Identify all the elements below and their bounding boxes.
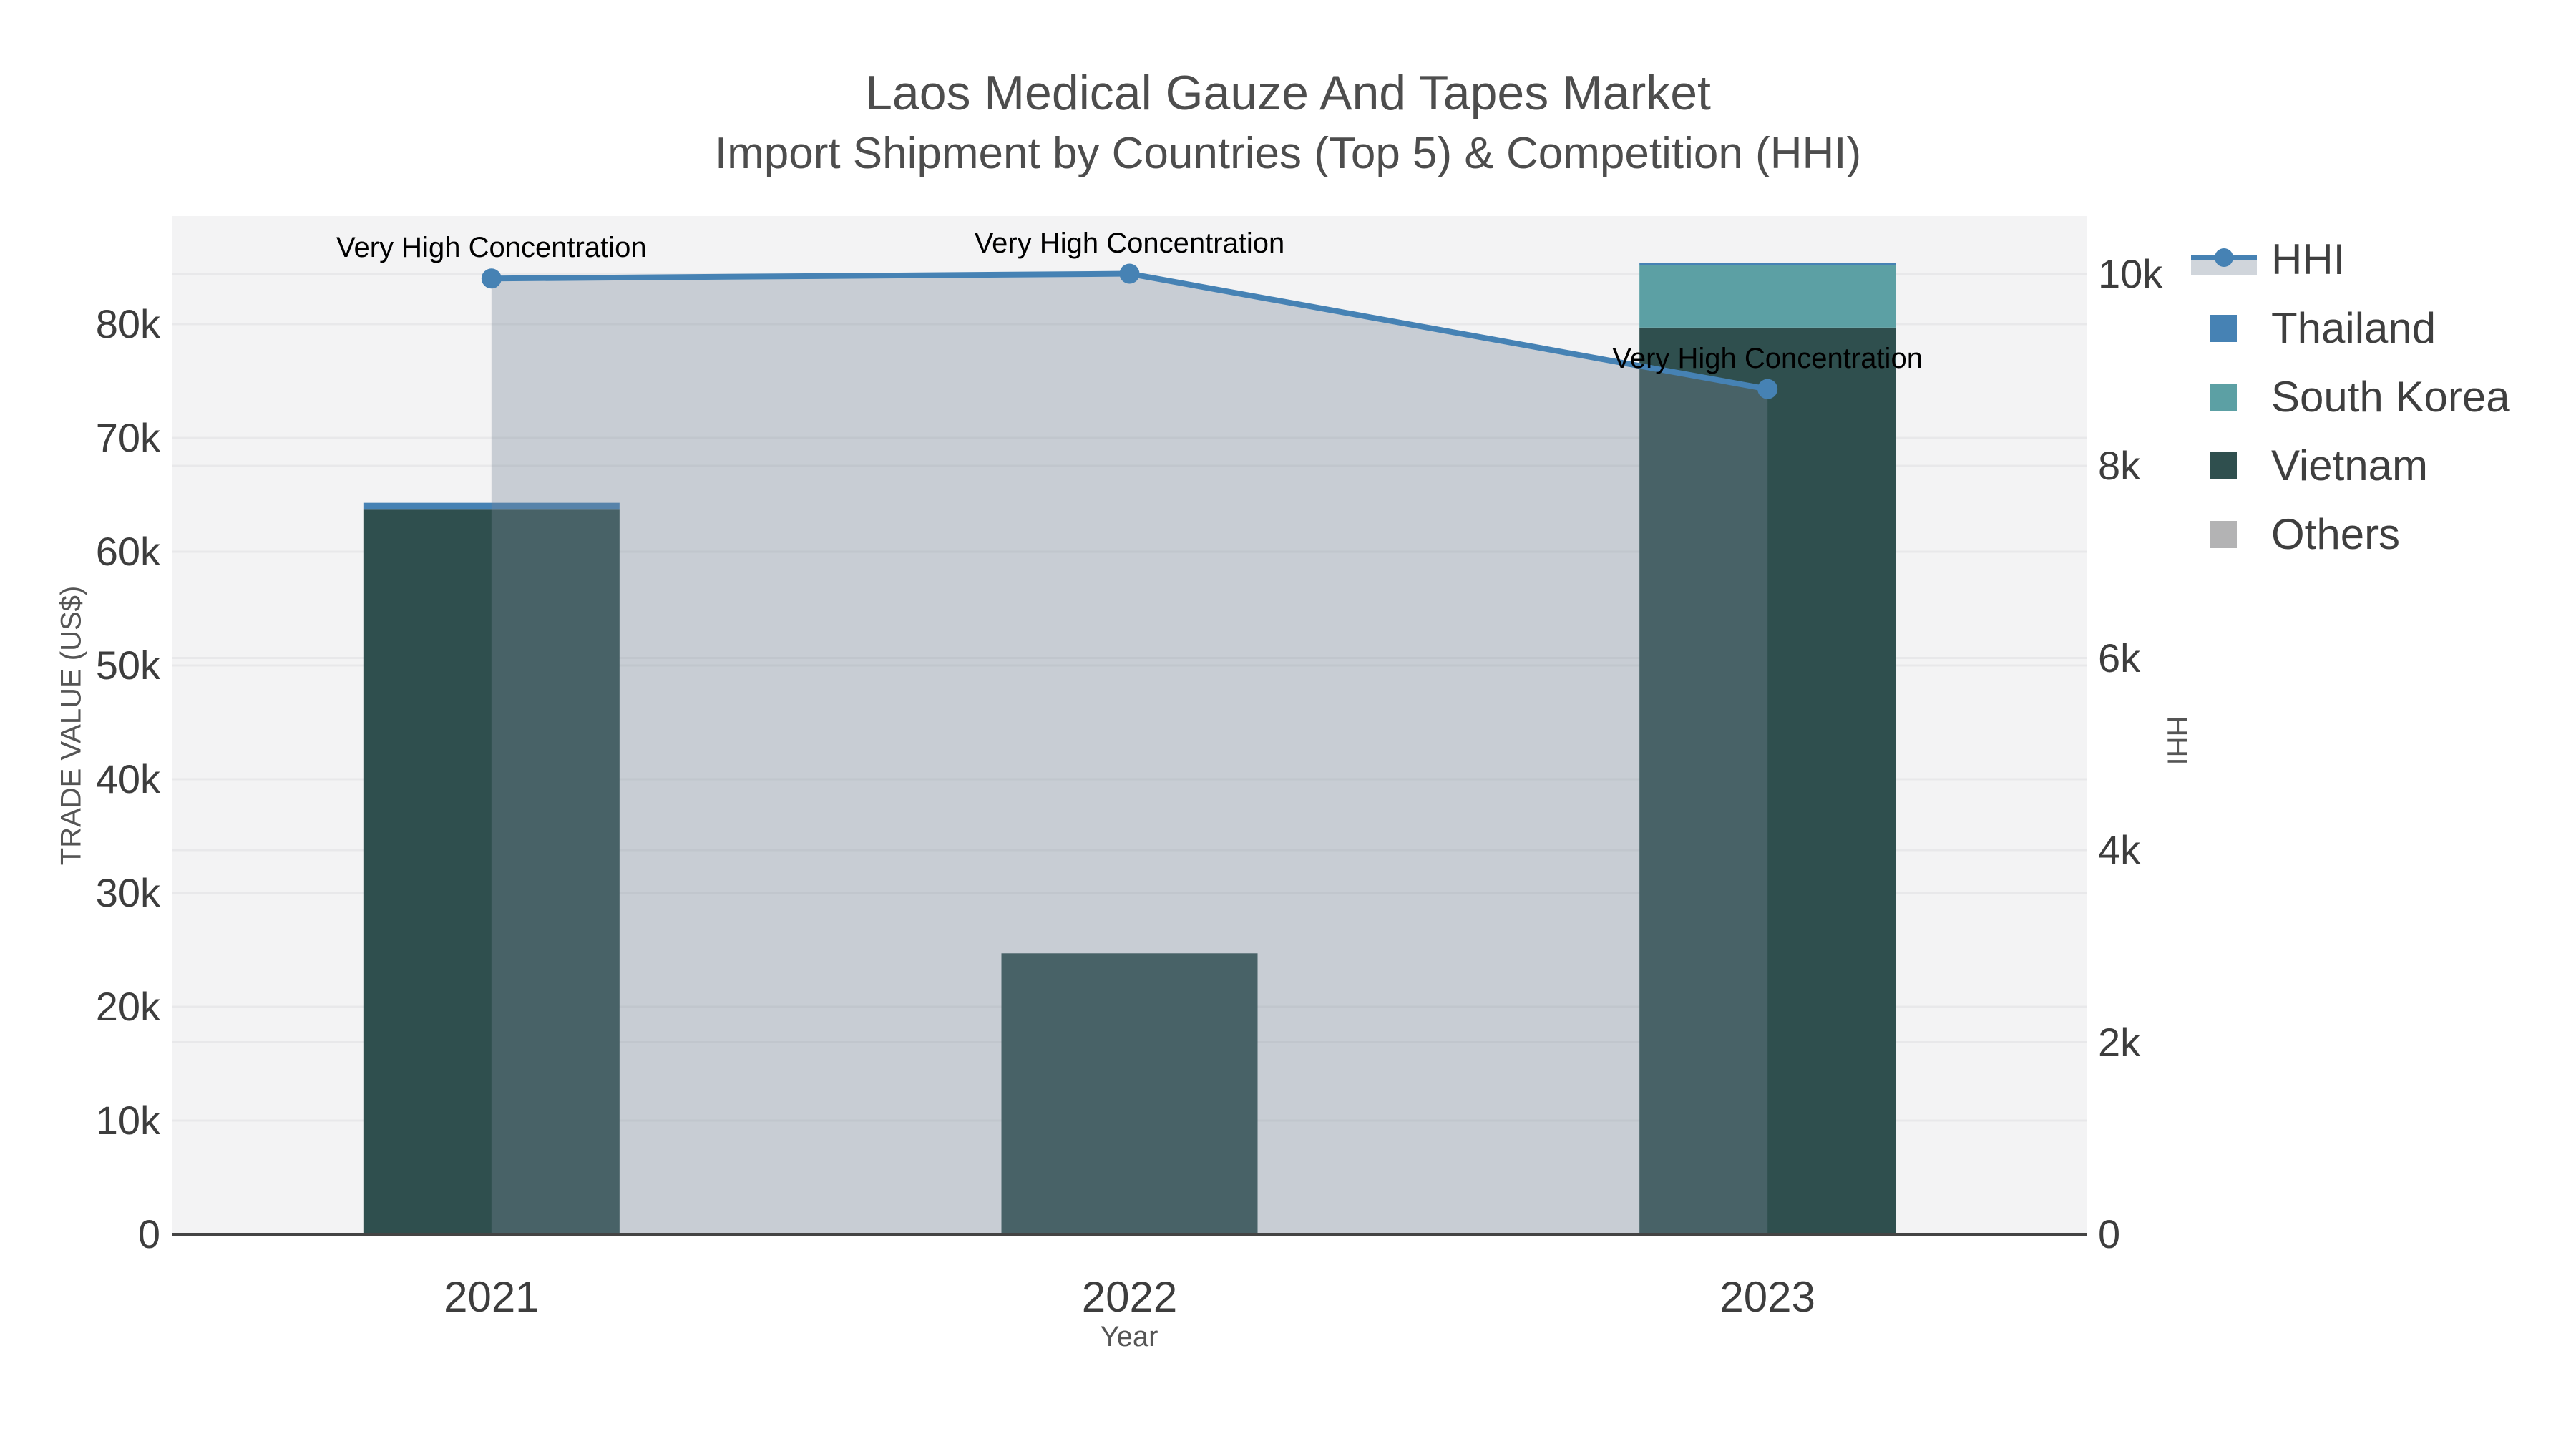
legend-color-swatch-south-korea-icon [2210, 384, 2237, 411]
y-left-tick-50k: 50k [95, 643, 160, 688]
legend-swatch-box [2190, 440, 2261, 492]
y-right-tick-2k: 2k [2098, 1019, 2141, 1065]
chart-title: Laos Medical Gauze And Tapes Market [865, 66, 1711, 120]
x-tick-2023: 2023 [1719, 1273, 1815, 1321]
legend-swatch-box [2190, 371, 2261, 423]
hhi-marker-2022[interactable] [1119, 263, 1140, 284]
legend-label: HHI [2271, 235, 2346, 283]
bar-segment-thailand-2023[interactable] [1639, 263, 1896, 265]
y-right-tick-6k: 6k [2098, 635, 2141, 680]
y-left-tick-30k: 30k [95, 870, 160, 916]
legend-item-thailand[interactable]: Thailand [2190, 303, 2436, 354]
hhi-marker-2021[interactable] [481, 268, 502, 289]
y-left-tick-0: 0 [137, 1211, 160, 1257]
legend-item-vietnam[interactable]: Vietnam [2190, 440, 2428, 492]
y-axis-left-title: TRADE VALUE (US$) [55, 585, 87, 866]
legend-item-south-korea[interactable]: South Korea [2190, 371, 2510, 423]
hhi-area-fill [491, 273, 1768, 1235]
y-axis-right-title: HHI [2161, 716, 2193, 766]
x-tick-2022: 2022 [1081, 1273, 1178, 1321]
y-left-tick-40k: 40k [95, 756, 160, 802]
y-left-tick-20k: 20k [95, 984, 160, 1029]
legend-label: Thailand [2271, 304, 2436, 352]
legend-swatch-box [2190, 509, 2261, 560]
bar-segment-vietnam-2021[interactable] [363, 509, 620, 1234]
y-right-tick-4k: 4k [2098, 827, 2141, 873]
y-left-tick-70k: 70k [95, 415, 160, 461]
legend-line-glyph-box [2190, 234, 2261, 286]
x-axis-title: Year [1100, 1321, 1158, 1352]
bar-segment-thailand-2021[interactable] [363, 502, 620, 510]
legend-label: Others [2271, 510, 2401, 558]
legend-label: Vietnam [2271, 441, 2429, 489]
annotation-2023: Very High Concentration [1612, 342, 1923, 374]
legend-color-swatch-thailand-icon [2210, 315, 2237, 342]
hhi-marker-2023[interactable] [1757, 379, 1778, 399]
y-left-tick-60k: 60k [95, 529, 160, 575]
annotation-2021: Very High Concentration [336, 232, 647, 264]
bar-segment-vietnam-2023[interactable] [1639, 327, 1896, 1235]
legend-hhi-marker-icon [2215, 248, 2233, 267]
legend-item-hhi[interactable]: HHI [2190, 234, 2345, 286]
y-right-tick-0: 0 [2098, 1211, 2121, 1257]
y-right-tick-10k: 10k [2098, 250, 2163, 296]
legend-label: South Korea [2271, 373, 2510, 421]
legend-swatch-box [2190, 303, 2261, 354]
bar-segment-vietnam-2022[interactable] [1001, 953, 1258, 1234]
y-right-tick-8k: 8k [2098, 443, 2141, 489]
y-left-tick-10k: 10k [95, 1098, 160, 1143]
annotation-2022: Very High Concentration [974, 227, 1285, 259]
chart-subtitle: Import Shipment by Countries (Top 5) & C… [714, 129, 1862, 178]
y-left-tick-80k: 80k [95, 301, 160, 347]
legend-color-swatch-vietnam-icon [2210, 452, 2237, 479]
x-tick-2021: 2021 [444, 1273, 540, 1321]
legend-item-others[interactable]: Others [2190, 509, 2400, 560]
legend-color-swatch-others-icon [2210, 521, 2237, 548]
bar-segment-south-korea-2023[interactable] [1639, 265, 1896, 328]
